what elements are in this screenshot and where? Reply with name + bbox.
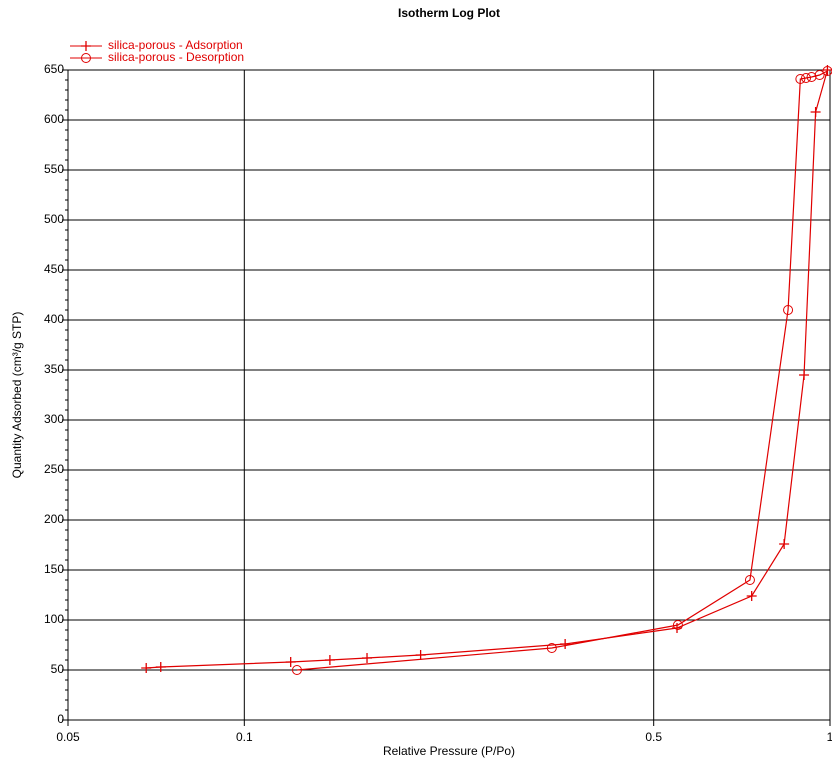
plot-frame xyxy=(68,70,830,720)
y-tick-label: 500 xyxy=(44,212,64,226)
y-tick-label: 150 xyxy=(44,562,64,576)
marker xyxy=(779,539,789,549)
marker xyxy=(799,370,809,380)
marker xyxy=(81,41,91,51)
marker xyxy=(141,663,151,673)
y-tick-label: 350 xyxy=(44,362,64,376)
y-tick-label: 450 xyxy=(44,262,64,276)
x-tick-label: 0.1 xyxy=(236,730,253,744)
y-tick-label: 400 xyxy=(44,312,64,326)
marker xyxy=(560,639,570,649)
series-line xyxy=(146,70,827,668)
y-tick-label: 650 xyxy=(44,62,64,76)
x-tick-label: 0.05 xyxy=(56,730,80,744)
y-tick-label: 50 xyxy=(51,662,65,676)
y-tick-label: 100 xyxy=(44,612,64,626)
marker xyxy=(811,107,821,117)
x-tick-label: 0.5 xyxy=(645,730,662,744)
chart-title: Isotherm Log Plot xyxy=(398,6,500,20)
y-tick-label: 550 xyxy=(44,162,64,176)
y-tick-label: 200 xyxy=(44,512,64,526)
x-tick-label: 1 xyxy=(827,730,832,744)
y-axis-label: Quantity Adsorbed (cm³/g STP) xyxy=(10,312,24,479)
y-tick-label: 250 xyxy=(44,462,64,476)
y-tick-label: 0 xyxy=(57,712,64,726)
y-tick-label: 600 xyxy=(44,112,64,126)
legend-label: silica-porous - Desorption xyxy=(108,50,244,64)
marker xyxy=(286,657,296,667)
marker xyxy=(325,655,335,665)
x-axis-label: Relative Pressure (P/Po) xyxy=(383,744,515,758)
y-tick-label: 300 xyxy=(44,412,64,426)
marker xyxy=(747,591,757,601)
marker xyxy=(362,653,372,663)
chart: Isotherm Log Plot Relative Pressure (P/P… xyxy=(0,0,832,765)
